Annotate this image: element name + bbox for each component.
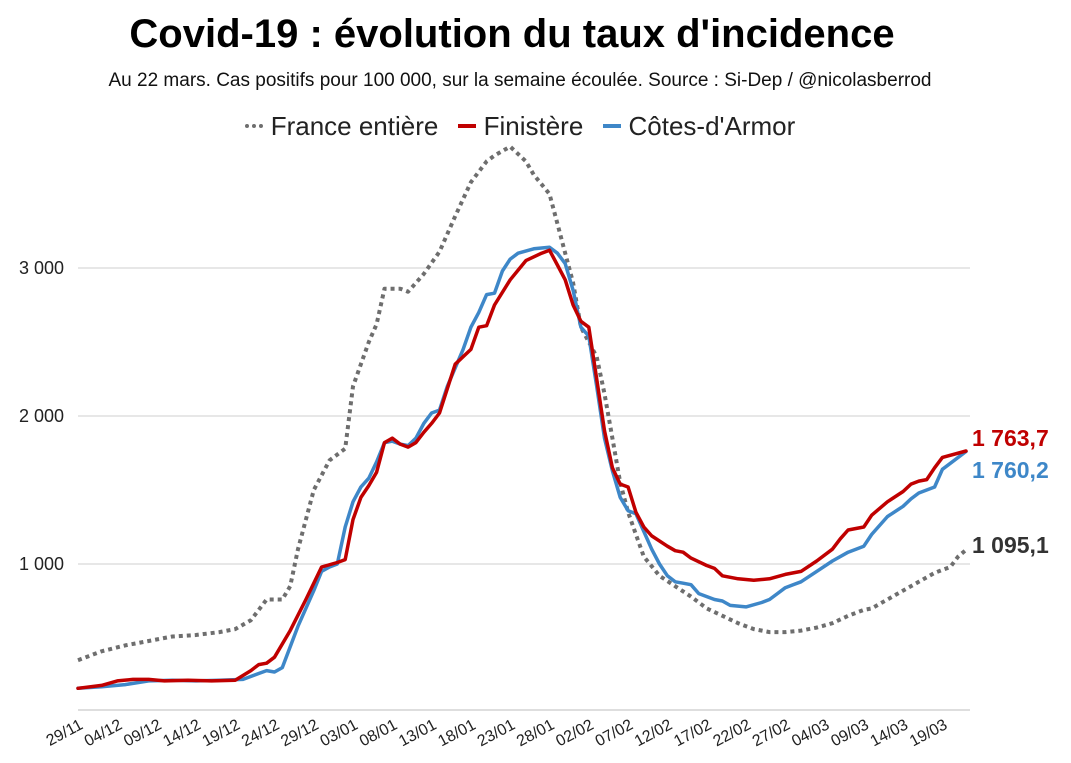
x-tick-label: 22/02: [711, 716, 754, 750]
series-line-finistere: [76, 248, 968, 691]
chart-subtitle: Au 22 mars. Cas positifs pour 100 000, s…: [108, 70, 932, 91]
x-tick-label: 28/01: [514, 716, 557, 750]
legend-label-france: France entière: [270, 110, 439, 141]
legend-item-finistere: Finistère: [457, 110, 584, 142]
legend-swatch-finistere: [457, 124, 476, 128]
legend-label-finistere: Finistère: [483, 110, 584, 141]
x-tick-label: 29/12: [278, 716, 321, 750]
x-tick-label: 27/02: [750, 716, 793, 750]
x-tick-label: 19/12: [200, 716, 243, 750]
end-label-france: 1 095,1: [972, 532, 1049, 558]
series-line-france: [77, 144, 968, 663]
x-tick-label: 19/03: [907, 716, 950, 750]
x-tick-label: 09/12: [121, 716, 164, 750]
series-line-cotes-darmor: [76, 245, 968, 691]
x-tick-label: 12/02: [632, 716, 675, 750]
x-tick-label: 18/01: [435, 716, 478, 750]
x-tick-label: 07/02: [593, 716, 636, 750]
y-tick-label: 1 000: [19, 554, 64, 574]
x-tick-label: 02/02: [553, 716, 596, 750]
x-tick-label: 04/12: [82, 716, 125, 750]
x-tick-label: 23/01: [475, 716, 518, 750]
x-tick-label: 24/12: [239, 716, 282, 750]
x-tick-label: 03/01: [318, 716, 361, 750]
end-label-finistere: 1 763,7: [972, 425, 1049, 451]
legend-swatch-cotes-darmor: [602, 124, 621, 128]
legend-label-cotes-darmor: Côtes-d'Armor: [628, 110, 796, 141]
x-tick-label: 14/03: [868, 716, 911, 750]
legend-swatch-france: [244, 124, 263, 128]
y-tick-label: 2 000: [19, 406, 64, 426]
legend-item-cotes-darmor: Côtes-d'Armor: [602, 110, 796, 142]
x-tick-label: 14/12: [160, 716, 203, 750]
x-tick-label: 13/01: [396, 716, 439, 750]
x-tick-label: 08/01: [357, 716, 400, 750]
chart-title: Covid-19 : évolution du taux d'incidence: [129, 12, 895, 56]
end-label-cotes-darmor: 1 760,2: [972, 457, 1049, 483]
x-tick-label: 29/11: [44, 716, 86, 749]
x-tick-label: 09/03: [828, 716, 871, 750]
y-tick-label: 3 000: [19, 258, 64, 278]
x-tick-label: 17/02: [671, 716, 714, 750]
x-tick-label: 04/03: [789, 716, 832, 750]
legend-item-france: France entière: [244, 110, 439, 142]
legend: France entière Finistère Côtes-d'Armor: [0, 104, 1040, 142]
